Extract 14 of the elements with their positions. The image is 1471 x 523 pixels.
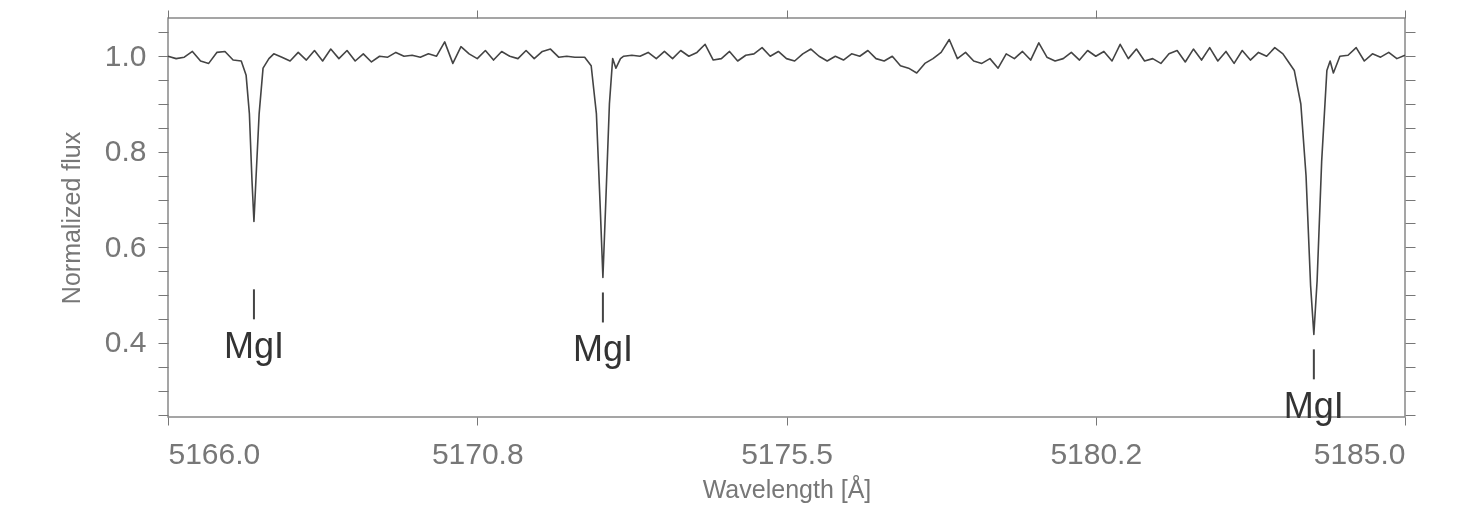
annotation: MgI	[223, 325, 284, 367]
x-axis-title: Wavelength [Å]	[702, 473, 872, 503]
y-tick-label: 1.0	[104, 38, 147, 72]
x-tick-label: 5185.0	[1313, 436, 1406, 470]
y-axis-title: Normalized flux	[56, 131, 85, 305]
y-tick-label: 0.8	[104, 134, 147, 168]
x-tick-label: 5170.8	[431, 436, 524, 470]
y-tick-label: 0.6	[104, 229, 147, 263]
annotation: MgI	[1283, 385, 1344, 427]
x-tick-label: 5180.2	[1050, 436, 1143, 470]
x-tick-label: 5175.5	[741, 436, 833, 470]
annotation: MgI	[572, 328, 633, 370]
y-tick-label: 0.4	[104, 325, 147, 359]
x-tick-label: 5166.0	[168, 436, 261, 470]
